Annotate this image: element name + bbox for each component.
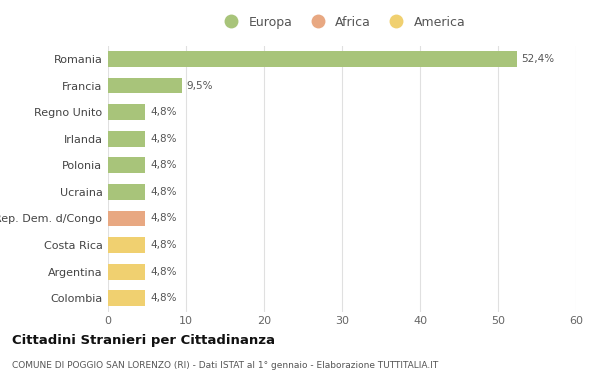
Text: 4,8%: 4,8% — [150, 160, 176, 170]
Bar — [108, 131, 145, 147]
Text: 52,4%: 52,4% — [521, 54, 554, 64]
Bar — [108, 51, 517, 67]
Bar — [108, 290, 145, 306]
Text: 4,8%: 4,8% — [150, 267, 176, 277]
Text: 4,8%: 4,8% — [150, 240, 176, 250]
Bar — [108, 211, 145, 226]
Text: 4,8%: 4,8% — [150, 107, 176, 117]
Bar — [108, 264, 145, 280]
Bar — [108, 78, 182, 93]
Bar — [108, 184, 145, 200]
Legend: Europa, Africa, America: Europa, Africa, America — [219, 16, 465, 29]
Text: Cittadini Stranieri per Cittadinanza: Cittadini Stranieri per Cittadinanza — [12, 334, 275, 347]
Bar — [108, 237, 145, 253]
Text: 4,8%: 4,8% — [150, 134, 176, 144]
Text: 4,8%: 4,8% — [150, 293, 176, 303]
Text: COMUNE DI POGGIO SAN LORENZO (RI) - Dati ISTAT al 1° gennaio - Elaborazione TUTT: COMUNE DI POGGIO SAN LORENZO (RI) - Dati… — [12, 361, 438, 370]
Text: 9,5%: 9,5% — [187, 81, 213, 90]
Bar — [108, 104, 145, 120]
Text: 4,8%: 4,8% — [150, 187, 176, 197]
Bar — [108, 157, 145, 173]
Text: 4,8%: 4,8% — [150, 214, 176, 223]
